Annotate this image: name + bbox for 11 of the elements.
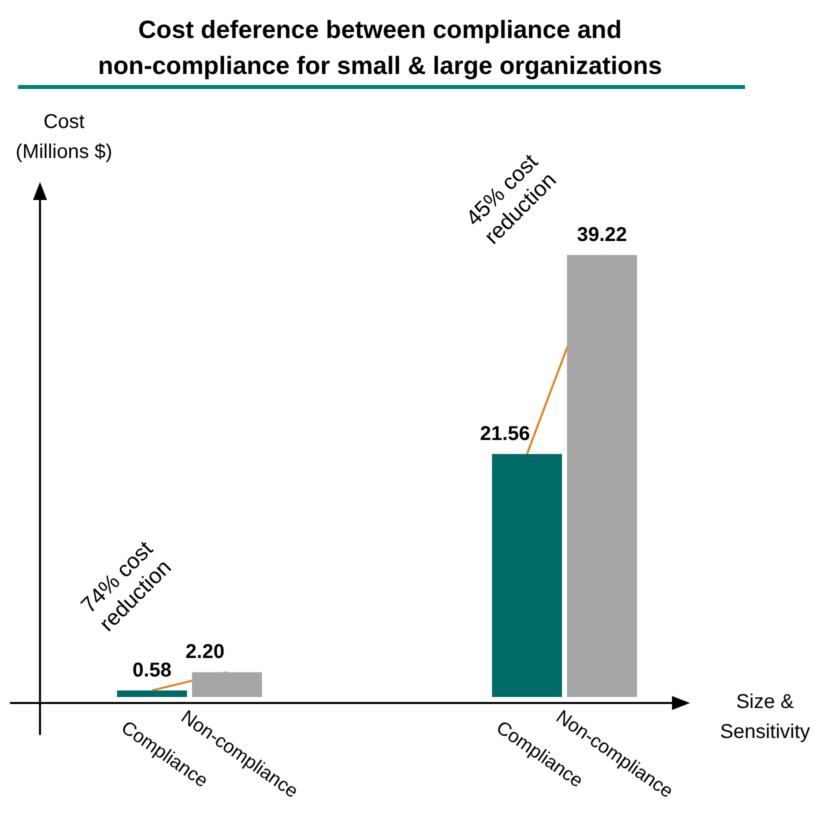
chart-title: Cost deference between compliance and non-compliance for small & large organizations [98,16,662,80]
data-label: 39.22 [576,224,628,246]
bar [117,690,187,697]
data-label: 2.20 [186,641,224,664]
text: Size & Sensitivity [720,691,810,743]
bar [567,255,637,697]
data-label: 0.58 [132,659,172,682]
bar [492,454,562,697]
data-label: 21.56 [480,423,530,446]
bar [192,672,262,697]
y-axis-title: Cost (Millions $) [16,111,112,163]
